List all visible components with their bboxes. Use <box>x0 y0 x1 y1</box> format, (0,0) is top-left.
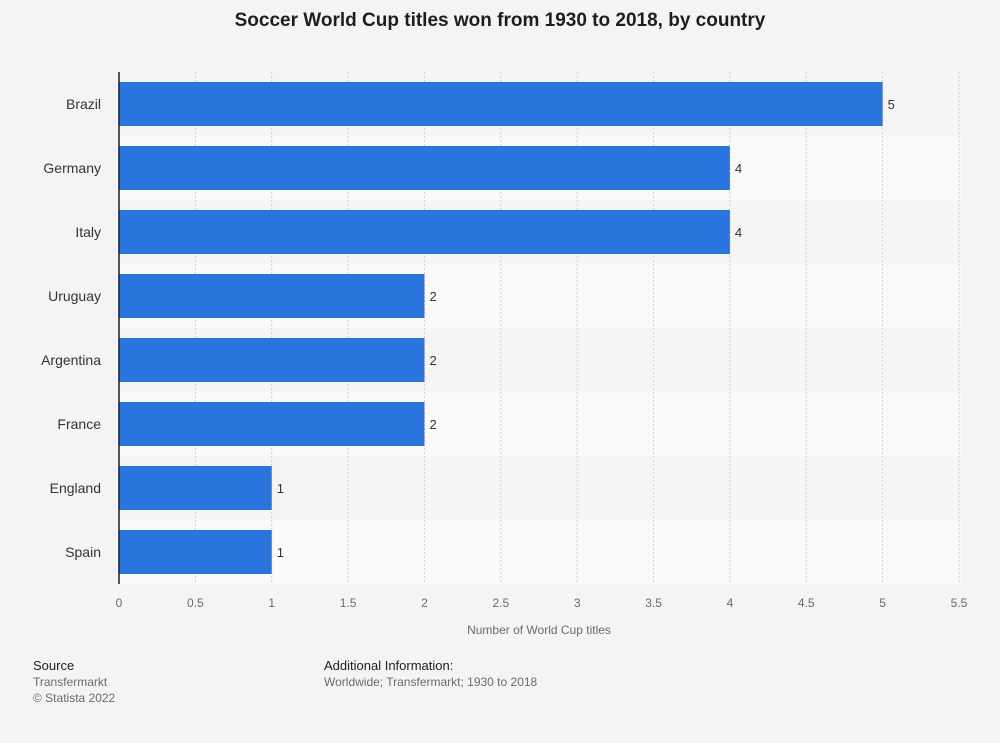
x-tick-label: 5 <box>879 596 886 610</box>
value-label: 5 <box>888 97 895 112</box>
x-tick-label: 5.5 <box>951 596 968 610</box>
copyright: © Statista 2022 <box>33 691 116 705</box>
value-label: 2 <box>429 417 436 432</box>
bar[interactable] <box>119 82 883 126</box>
category-label: Spain <box>65 544 101 560</box>
x-tick-label: 0.5 <box>187 596 204 610</box>
category-label: Uruguay <box>48 288 101 304</box>
additional-heading: Additional Information: <box>324 658 454 673</box>
source-heading: Source <box>33 658 75 673</box>
additional-text: Worldwide; Transfermarkt; 1930 to 2018 <box>324 675 538 689</box>
x-tick-label: 4.5 <box>798 596 815 610</box>
bar[interactable] <box>119 146 730 190</box>
value-labels: 5 4 4 2 2 2 1 1 <box>277 97 895 560</box>
x-axis-label: Number of World Cup titles <box>467 623 611 637</box>
x-tick-label: 2.5 <box>492 596 509 610</box>
x-tick-label: 1.5 <box>340 596 357 610</box>
x-tick-label: 3.5 <box>645 596 662 610</box>
bar[interactable] <box>119 466 272 510</box>
x-tick-label: 0 <box>116 596 123 610</box>
category-labels: Brazil Germany Italy Uruguay Argentina France… <box>41 96 101 560</box>
category-label: Italy <box>75 224 101 240</box>
chart-title: Soccer World Cup titles won from 1930 to… <box>234 10 766 31</box>
category-label: France <box>57 416 101 432</box>
bar[interactable] <box>119 530 272 574</box>
x-tick-label: 3 <box>574 596 581 610</box>
source-name[interactable]: Transfermarkt <box>33 675 108 689</box>
value-label: 4 <box>735 161 742 176</box>
source-block: Source Transfermarkt © Statista 2022 <box>33 658 115 706</box>
bar[interactable] <box>119 338 425 382</box>
x-tick-labels: 0 0.5 1 1.5 2 2.5 3 3.5 4 4.5 5 5.5 <box>116 596 968 610</box>
value-label: 2 <box>429 353 436 368</box>
category-label: Argentina <box>41 352 101 368</box>
category-label: England <box>50 480 101 496</box>
additional-info-block: Additional Information: Worldwide; Trans… <box>324 658 537 690</box>
bar[interactable] <box>119 402 425 446</box>
value-label: 1 <box>277 481 284 496</box>
x-tick-label: 1 <box>268 596 275 610</box>
value-label: 4 <box>735 225 742 240</box>
bars <box>119 82 883 574</box>
value-label: 1 <box>277 545 284 560</box>
x-tick-label: 2 <box>421 596 428 610</box>
category-label: Brazil <box>66 96 101 112</box>
x-tick-label: 4 <box>727 596 734 610</box>
value-label: 2 <box>429 289 436 304</box>
bar[interactable] <box>119 210 730 254</box>
category-label: Germany <box>43 160 101 176</box>
bar[interactable] <box>119 274 425 318</box>
